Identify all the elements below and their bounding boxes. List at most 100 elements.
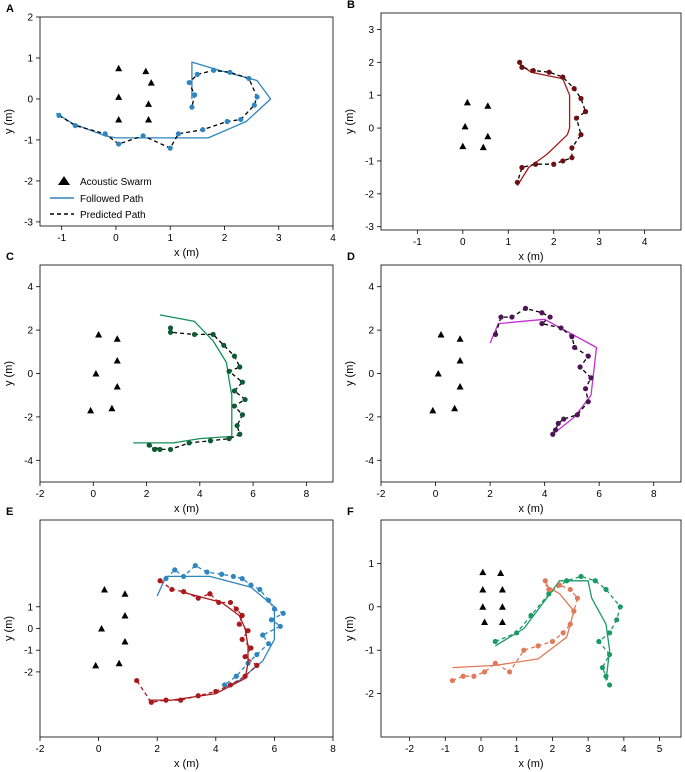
x-tick-label: 2 [144, 489, 150, 500]
swarm-marker [456, 335, 464, 342]
data-point [546, 591, 552, 597]
x-tick-label: 1 [167, 233, 173, 244]
data-point [603, 673, 609, 679]
data-point [582, 109, 589, 115]
data-point [146, 442, 152, 448]
x-tick-label: -1 [413, 237, 422, 248]
data-point [172, 567, 178, 573]
x-tick-label: 4 [542, 489, 548, 500]
data-point [175, 131, 181, 137]
data-point [167, 145, 173, 151]
y-tick-label: -2 [365, 412, 374, 423]
data-point [178, 697, 184, 703]
data-point [56, 112, 62, 118]
data-point [578, 573, 584, 580]
x-tick-label: 4 [642, 237, 648, 248]
data-point [180, 573, 187, 580]
x-tick-label: 2 [154, 744, 160, 755]
y-tick-label: 0 [368, 369, 374, 380]
data-point [532, 161, 539, 167]
swarm-marker [115, 64, 123, 72]
plot-frame [380, 264, 682, 483]
data-point [617, 604, 623, 610]
swarm-marker [115, 93, 123, 100]
data-point [239, 575, 245, 582]
data-point [585, 399, 591, 405]
data-point [517, 59, 523, 65]
swarm-marker [479, 603, 487, 610]
data-point [239, 636, 245, 642]
panel-letter: B [347, 0, 355, 11]
data-point [572, 344, 578, 351]
x-tick-label: 8 [651, 489, 657, 500]
data-point [151, 446, 158, 453]
panel-letter: D [347, 251, 355, 263]
data-point [231, 388, 238, 394]
data-point [207, 438, 214, 444]
legend-swarm-marker [58, 176, 70, 185]
swarm-marker [498, 585, 506, 593]
data-point [550, 431, 556, 437]
data-point [539, 310, 545, 316]
swarm-marker [121, 590, 129, 597]
y-tick-label: -1 [365, 646, 374, 657]
series-line-blue-predicted [165, 564, 284, 686]
series-line-orange-followed [452, 584, 575, 669]
data-point [535, 643, 541, 649]
swarm-marker [498, 618, 506, 625]
y-axis-label: y (m) [3, 616, 15, 641]
data-point [200, 127, 206, 133]
x-tick-label: 0 [460, 237, 466, 248]
x-tick-label: 2 [222, 233, 228, 244]
y-tick-label: 0 [27, 94, 33, 105]
data-point [169, 586, 175, 593]
legend-predicted-label: Predicted Path [80, 210, 146, 221]
x-tick-label: 8 [330, 744, 336, 755]
data-point [186, 79, 192, 86]
data-point [219, 571, 225, 577]
swarm-marker [479, 585, 487, 593]
swarm-marker [142, 67, 150, 75]
data-point [596, 638, 602, 645]
panel-e: E -2 0 2 4 6 8 -2 -1 0 1 x (m) y (m) [3, 506, 336, 770]
data-point [519, 64, 525, 70]
data-point [551, 161, 557, 167]
x-tick-label: 3 [585, 744, 591, 755]
data-point [514, 630, 520, 636]
data-point [592, 578, 598, 584]
x-tick-label: 6 [596, 489, 602, 500]
data-point [547, 314, 553, 320]
plot-frame [380, 12, 682, 231]
y-axis-label: y (m) [344, 616, 356, 641]
data-point [227, 599, 234, 606]
swarm-marker [479, 568, 487, 576]
data-point [102, 131, 108, 137]
y-tick-label: 0 [368, 124, 374, 135]
data-point [506, 669, 513, 675]
y-tick-label: 4 [27, 282, 33, 293]
series-line-followed-path [133, 314, 233, 444]
data-point [210, 331, 216, 338]
data-point [567, 586, 573, 593]
legend-panel-a: Acoustic Swarm Followed Path Predicted P… [50, 176, 152, 221]
y-tick-label: 2 [368, 326, 374, 337]
y-tick-label: -2 [24, 412, 33, 423]
x-axis-label: x (m) [518, 503, 543, 515]
data-point [148, 699, 154, 705]
data-point [606, 682, 613, 688]
y-tick-label: -2 [365, 189, 374, 200]
panel-d: D -2 0 2 4 6 8 -4 -2 0 2 4 x (m) y (m) [344, 251, 682, 515]
data-point [561, 416, 567, 422]
swarm-marker [95, 330, 103, 338]
x-tick-label: -1 [57, 233, 66, 244]
x-tick-label: 2 [487, 489, 493, 500]
data-point [233, 673, 239, 679]
plot-frame [380, 519, 682, 738]
y-tick-label: 2 [27, 13, 33, 24]
y-tick-label: -1 [24, 646, 33, 657]
data-point [221, 682, 228, 688]
x-tick-label: 2 [550, 744, 556, 755]
data-point [192, 562, 198, 569]
y-tick-label: -3 [365, 222, 374, 233]
data-point [522, 305, 529, 311]
